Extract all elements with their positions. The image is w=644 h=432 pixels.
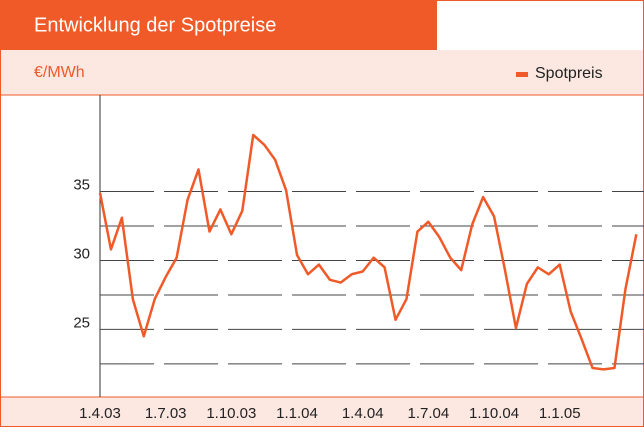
x-tick-label: 1.7.03 xyxy=(145,405,187,422)
y-tick-label: 30 xyxy=(73,245,90,262)
x-tick-label: 1.4.03 xyxy=(79,405,121,422)
footer-band xyxy=(0,397,644,427)
x-tick-label: 1.1.05 xyxy=(539,405,581,422)
chart-title: Entwicklung der Spotpreise xyxy=(34,14,276,36)
y-tick-label: 35 xyxy=(73,176,90,193)
data-line xyxy=(98,133,638,371)
y-axis-label: €/MWh xyxy=(34,64,85,81)
x-tick-label: 1.4.04 xyxy=(342,405,384,422)
x-tick-label: 1.10.03 xyxy=(206,405,256,422)
x-tick-label: 1.7.04 xyxy=(408,405,450,422)
x-tick-label: 1.10.04 xyxy=(469,405,519,422)
header-band xyxy=(0,50,644,95)
x-tick-label: 1.1.04 xyxy=(276,405,318,422)
title-bar xyxy=(0,0,437,50)
legend-swatch xyxy=(516,72,528,77)
y-tick-label: 25 xyxy=(73,314,90,331)
legend-label: Spotpreis xyxy=(535,65,603,82)
